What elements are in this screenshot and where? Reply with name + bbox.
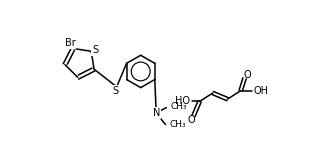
Text: S: S [113, 86, 119, 96]
Text: S: S [92, 45, 98, 55]
Text: OH: OH [254, 86, 269, 96]
Text: CH₃: CH₃ [169, 120, 186, 129]
Text: N: N [152, 108, 160, 118]
Text: O: O [187, 115, 195, 125]
Text: HO: HO [175, 97, 190, 107]
Text: O: O [243, 69, 251, 80]
Text: Br: Br [65, 38, 75, 48]
Text: CH₃: CH₃ [170, 102, 187, 111]
